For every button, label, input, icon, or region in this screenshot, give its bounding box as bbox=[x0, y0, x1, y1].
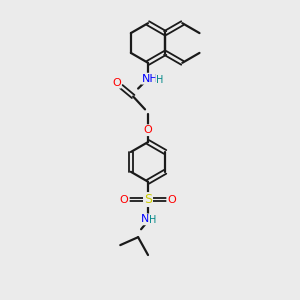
Text: O: O bbox=[167, 194, 176, 205]
Text: H: H bbox=[156, 75, 164, 85]
Text: O: O bbox=[120, 194, 129, 205]
Text: O: O bbox=[144, 125, 152, 135]
Text: NH: NH bbox=[142, 74, 158, 84]
Text: O: O bbox=[112, 78, 121, 88]
Text: N: N bbox=[141, 214, 149, 224]
Text: H: H bbox=[149, 215, 157, 225]
Text: S: S bbox=[144, 193, 152, 206]
